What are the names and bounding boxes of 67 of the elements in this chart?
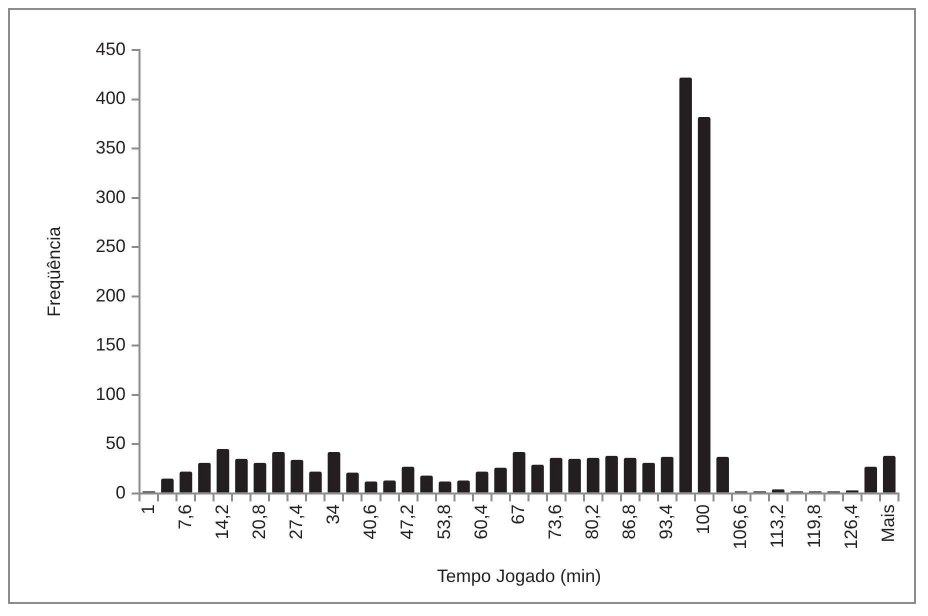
y-tick-label: 450 bbox=[96, 38, 126, 59]
bar bbox=[364, 482, 378, 492]
bar bbox=[309, 472, 322, 492]
bar bbox=[383, 480, 396, 492]
y-tick-label: 250 bbox=[96, 236, 126, 256]
x-tick-label: 119,8 bbox=[804, 504, 824, 548]
y-tick-label: 150 bbox=[96, 334, 126, 355]
bar bbox=[642, 462, 655, 492]
x-tick-label: 100 bbox=[693, 504, 714, 534]
x-tick-label: 73,6 bbox=[545, 504, 566, 540]
x-tick-label: 27,4 bbox=[286, 504, 306, 540]
x-tick-label: 80,2 bbox=[582, 504, 602, 540]
x-tick-label: 106,6 bbox=[730, 504, 750, 550]
bar bbox=[290, 460, 304, 492]
bar bbox=[438, 482, 452, 492]
bar bbox=[531, 464, 544, 492]
bar bbox=[772, 489, 784, 492]
x-tick-label: 93,4 bbox=[656, 504, 676, 540]
bar bbox=[698, 116, 710, 492]
x-tick-label: 47,2 bbox=[396, 504, 417, 540]
x-tick-label: 53,8 bbox=[434, 504, 454, 540]
x-tick-label: 60,4 bbox=[471, 504, 492, 540]
y-tick-label: 350 bbox=[96, 137, 126, 158]
bar bbox=[328, 452, 340, 492]
x-tick-label: 14,2 bbox=[212, 504, 232, 540]
y-tick-label: 300 bbox=[96, 186, 126, 207]
bar bbox=[457, 480, 470, 492]
bar bbox=[624, 458, 636, 492]
bar bbox=[402, 466, 414, 492]
y-tick-label: 200 bbox=[96, 285, 126, 306]
bar bbox=[254, 462, 266, 492]
x-tick-label: 20,8 bbox=[248, 504, 269, 540]
bar bbox=[216, 449, 230, 492]
bar bbox=[679, 78, 692, 492]
bar bbox=[716, 456, 729, 492]
bar bbox=[512, 452, 526, 492]
bar bbox=[660, 456, 674, 492]
bar bbox=[586, 458, 600, 492]
bar bbox=[864, 466, 878, 492]
y-axis-title: Freqüência bbox=[44, 226, 64, 317]
x-tick-label: Mais bbox=[878, 504, 898, 542]
y-tick-label: 100 bbox=[96, 384, 126, 404]
bar bbox=[420, 476, 433, 492]
x-tick-label: 7,6 bbox=[174, 504, 195, 530]
bar bbox=[198, 462, 211, 492]
x-tick-label: 86,8 bbox=[619, 504, 640, 540]
y-tick-label: 50 bbox=[106, 433, 126, 454]
bar bbox=[346, 472, 359, 492]
bar bbox=[476, 472, 488, 492]
bar bbox=[235, 458, 248, 492]
bar bbox=[882, 456, 896, 492]
y-tick-label: 0 bbox=[116, 482, 126, 502]
bar bbox=[272, 452, 285, 492]
bar bbox=[550, 458, 562, 492]
bar bbox=[180, 472, 192, 492]
x-tick-label: 1 bbox=[138, 504, 158, 514]
bar bbox=[161, 478, 174, 492]
x-axis-title: Tempo Jogado (min) bbox=[437, 566, 602, 586]
bar bbox=[568, 458, 581, 492]
x-tick-label: 67 bbox=[508, 504, 528, 524]
y-tick-label: 400 bbox=[96, 88, 126, 108]
x-tick-label: 126,4 bbox=[841, 504, 862, 550]
bar bbox=[605, 456, 618, 492]
x-tick-label: 40,6 bbox=[360, 504, 380, 540]
x-tick-label: 34 bbox=[322, 504, 343, 524]
bar bbox=[494, 468, 507, 492]
x-tick-label: 113,2 bbox=[767, 504, 788, 548]
